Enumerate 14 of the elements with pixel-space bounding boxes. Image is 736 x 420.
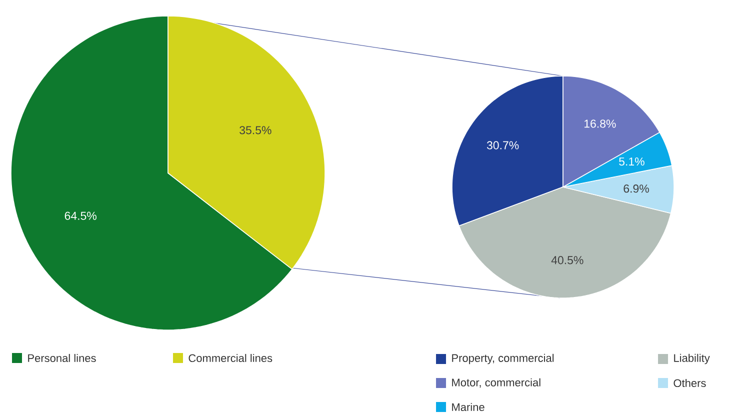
legend-label: Motor, commercial	[452, 378, 540, 388]
data-label: 30.7%	[486, 141, 519, 150]
data-label: 6.9%	[624, 184, 649, 193]
data-label: 16.8%	[584, 120, 616, 128]
data-label: 35.5%	[240, 126, 272, 134]
legend-label: Others	[674, 378, 706, 388]
legend-label: Commercial lines	[188, 354, 272, 362]
data-label: 40.5%	[551, 256, 584, 264]
legend-label: Personal lines	[28, 354, 96, 362]
data-label: 5.1%	[619, 157, 644, 166]
legend-label: Property, commercial	[452, 354, 554, 364]
legend-label: Liability	[674, 354, 710, 364]
data-label: 64.5%	[64, 212, 96, 220]
legend-label: Marine	[452, 402, 484, 412]
